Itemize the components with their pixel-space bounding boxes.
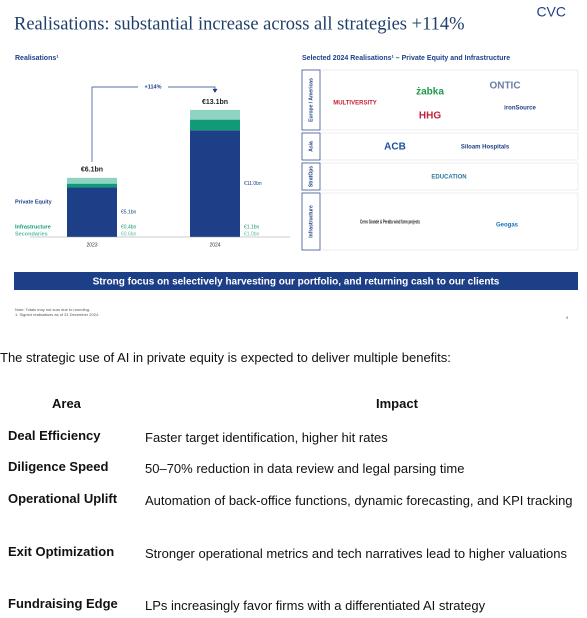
- x-tick-label: 2024: [209, 242, 220, 248]
- region-row: [301, 132, 579, 161]
- value-label: €11.0bn: [244, 181, 262, 187]
- note: 1. Signed realisations as of 31 December…: [15, 312, 99, 317]
- area-cell: Operational Uplift: [8, 491, 118, 506]
- annotation-bg: [138, 83, 168, 91]
- slide: Realisations: substantial increase acros…: [14, 4, 579, 320]
- logo: ACB: [384, 142, 406, 153]
- value-label: €5.1bn: [121, 210, 137, 216]
- logo: CVC: [536, 4, 566, 20]
- impact-cell: Faster target identification, higher hit…: [145, 430, 388, 445]
- region-tab: [301, 192, 321, 251]
- region-row: [301, 162, 579, 191]
- logo: HHG: [419, 111, 441, 122]
- legend-label: Secondaries: [15, 231, 48, 237]
- impact-cell: 50–70% reduction in data review and lega…: [145, 461, 465, 476]
- region-label: Asia: [308, 141, 314, 152]
- x-tick-label: 2023: [86, 242, 97, 248]
- annotation: +114%: [145, 84, 162, 90]
- chart-title: Realisations¹: [15, 55, 59, 62]
- region-label: StratOps: [308, 166, 314, 187]
- logo: żabka: [416, 87, 444, 98]
- bar-segment: [67, 177, 117, 184]
- bar-segment: [190, 119, 240, 131]
- note: Note: Totals may not sum due to rounding…: [15, 307, 90, 312]
- area-cell: Fundraising Edge: [8, 596, 118, 611]
- region-label: Infrastructure: [308, 205, 314, 238]
- region-row: [301, 69, 579, 131]
- impact-cell: Automation of back-office functions, dyn…: [145, 493, 573, 508]
- header-cell: Impact: [376, 396, 418, 411]
- header-cell: Area: [52, 396, 81, 411]
- panel-title: Selected 2024 Realisations¹ – Private Eq…: [302, 55, 510, 62]
- area-cell: Exit Optimization: [8, 544, 115, 559]
- region-label: Europe / Americas: [308, 78, 314, 122]
- region-row: [301, 192, 579, 251]
- bar-segment: [190, 130, 240, 237]
- logo: EDUCATION: [431, 175, 466, 181]
- value-label: €1.1bn: [244, 224, 260, 230]
- logo: MULTIVERSITY: [333, 101, 377, 107]
- logo: Siloam Hospitals: [461, 145, 510, 151]
- region-tab: [301, 132, 321, 161]
- page-number: 9: [566, 315, 569, 320]
- banner-text: Strong focus on selectively harvesting o…: [93, 277, 500, 288]
- value-label: €0.4bn: [121, 224, 137, 230]
- total-label: €13.1bn: [202, 99, 228, 106]
- logo: ironSource: [504, 106, 536, 112]
- value-label: €1.0bn: [244, 231, 260, 237]
- arrow-head: [212, 88, 218, 93]
- impact-cell: Stronger operational metrics and tech na…: [145, 546, 568, 561]
- intro: The strategic use of AI in private equit…: [0, 350, 451, 365]
- region-tab: [301, 69, 321, 131]
- area-cell: Diligence Speed: [8, 459, 109, 474]
- slide-title: Realisations: substantial increase acros…: [14, 14, 465, 34]
- area-cell: Deal Efficiency: [8, 428, 101, 443]
- bar-segment: [67, 183, 117, 188]
- legend-label: Infrastructure: [15, 224, 51, 230]
- banner: [14, 272, 578, 290]
- impact-cell: LPs increasingly favor firms with a diff…: [145, 598, 486, 613]
- bar-segment: [190, 109, 240, 120]
- logo: Geogas: [496, 223, 519, 229]
- bar-segment: [67, 187, 117, 237]
- region-tab: [301, 162, 321, 191]
- value-label: €0.6bn: [121, 231, 137, 237]
- logo: Cerro Grande & Peralta wind farm project…: [360, 219, 420, 225]
- logo: ONTIC: [489, 81, 520, 92]
- total-label: €6.1bn: [81, 167, 103, 174]
- legend-label: Private Equity: [15, 199, 53, 205]
